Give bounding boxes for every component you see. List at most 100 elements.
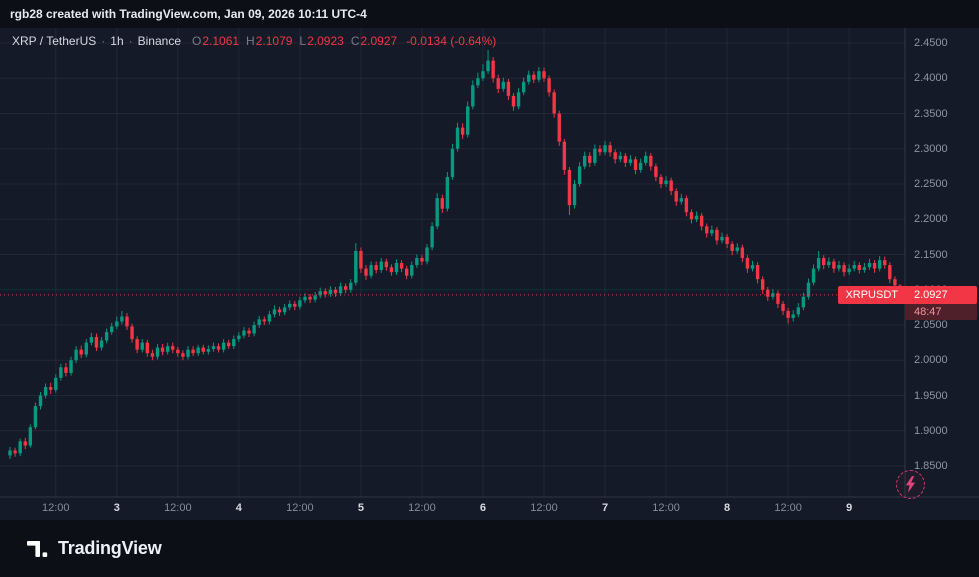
- candle: [506, 81, 511, 96]
- candle: [242, 330, 246, 336]
- candlestick-chart-canvas[interactable]: [0, 28, 979, 520]
- price-tick-label: 1.9500: [914, 389, 948, 402]
- candle: [364, 268, 368, 276]
- candle: [547, 78, 551, 93]
- candle: [471, 85, 475, 107]
- candle: [206, 348, 211, 352]
- candle: [511, 95, 516, 107]
- candle: [38, 395, 43, 407]
- candle: [33, 406, 38, 428]
- tradingview-wordmark: TradingView: [58, 538, 162, 558]
- candle: [94, 336, 99, 348]
- candle: [349, 282, 353, 290]
- symbol-title[interactable]: XRP / TetherUS: [12, 34, 97, 48]
- candle: [572, 184, 577, 206]
- symbol-price-label: XRPUSDT: [838, 285, 905, 304]
- candle: [420, 258, 424, 262]
- candle: [537, 71, 541, 80]
- candle: [786, 310, 790, 318]
- candle: [232, 339, 236, 347]
- candle: [303, 296, 307, 301]
- candle: [684, 198, 689, 213]
- candle: [201, 347, 205, 352]
- candle: [832, 261, 836, 269]
- candle: [379, 261, 383, 271]
- chart-header: rgb28 created with TradingView.com, Jan …: [0, 0, 979, 28]
- candle: [532, 74, 536, 80]
- candle: [593, 148, 597, 163]
- candle: [577, 166, 582, 184]
- time-tick-label: 6: [479, 502, 487, 514]
- candle: [298, 300, 302, 307]
- candle: [79, 349, 83, 355]
- price-tick-label: 2.1500: [914, 248, 948, 261]
- candle: [69, 360, 73, 373]
- candle: [155, 347, 160, 357]
- candle: [567, 169, 572, 206]
- candle: [288, 303, 292, 308]
- interval-label[interactable]: 1h: [110, 34, 124, 48]
- candle: [318, 291, 322, 296]
- candle: [766, 289, 770, 297]
- candle: [664, 180, 668, 184]
- candle: [659, 176, 663, 184]
- price-tick-label: 1.9000: [914, 424, 948, 437]
- candle: [827, 261, 831, 266]
- candle: [608, 145, 612, 153]
- candle: [760, 279, 765, 290]
- candle: [598, 148, 602, 153]
- candle: [410, 265, 414, 276]
- candle: [333, 289, 338, 294]
- flash-button[interactable]: [896, 470, 925, 499]
- candle: [8, 450, 12, 456]
- candle: [623, 155, 628, 163]
- candle: [323, 291, 328, 294]
- candle: [394, 262, 399, 273]
- candle: [867, 262, 872, 268]
- candle: [176, 349, 180, 354]
- candle: [262, 319, 266, 322]
- open-value: 2.1061: [202, 34, 240, 48]
- price-tick-label: 2.0500: [914, 319, 948, 331]
- candle: [54, 377, 58, 390]
- price-tick-label: 2.2500: [914, 178, 948, 190]
- price-axis[interactable]: 2.4500 2.4000 2.3500 2.3000 2.2500 2.2000 2.15…: [905, 28, 979, 497]
- candle: [226, 342, 231, 347]
- low-label: L: [299, 34, 307, 48]
- candle: [18, 441, 22, 454]
- exchange-label: Binance: [137, 34, 181, 48]
- candle: [211, 346, 216, 349]
- candle: [181, 353, 185, 357]
- candle: [582, 155, 587, 167]
- candle: [460, 127, 465, 135]
- candle: [613, 152, 617, 160]
- candle: [440, 198, 444, 209]
- high-value: 2.1079: [255, 34, 293, 48]
- candle: [486, 60, 490, 72]
- candle: [135, 339, 139, 350]
- tradingview-logo[interactable]: TradingView: [27, 538, 162, 559]
- candle: [369, 265, 373, 276]
- candle: [277, 309, 282, 313]
- candle: [557, 113, 561, 142]
- open-label: O: [192, 34, 202, 48]
- candle: [150, 353, 155, 357]
- candle: [415, 258, 419, 266]
- candle: [120, 316, 124, 322]
- candle: [237, 335, 241, 340]
- candle: [110, 326, 114, 333]
- candle: [781, 303, 785, 311]
- candle: [99, 340, 104, 348]
- time-tick-label: 12:00: [408, 502, 436, 514]
- candle: [888, 265, 892, 280]
- candle: [247, 330, 251, 334]
- candle: [811, 268, 816, 283]
- candle: [171, 346, 175, 350]
- candle: [745, 258, 750, 269]
- low-value: 2.0923: [307, 34, 344, 48]
- candle: [496, 78, 500, 89]
- time-axis[interactable]: 12:00 3 12:00 4 12:00 5 12:00 6 12:00 7 12:00 8 12:0…: [0, 497, 905, 520]
- candle: [552, 92, 556, 114]
- candle: [308, 296, 312, 300]
